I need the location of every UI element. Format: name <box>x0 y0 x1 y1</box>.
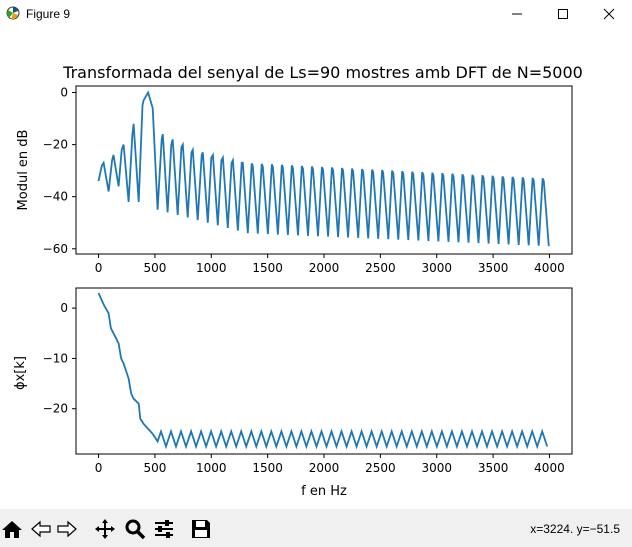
x-tick-label: 3000 <box>421 261 452 275</box>
pan-button[interactable] <box>93 518 117 540</box>
x-tick-label: 3000 <box>421 461 452 475</box>
close-icon <box>603 8 615 20</box>
y-tick-label: 0 <box>60 86 68 100</box>
x-tick-label: 500 <box>143 261 166 275</box>
bottom-x-axis-label: f en Hz <box>301 484 347 499</box>
cursor-coordinates: x=3224. y=−51.5 <box>530 522 620 536</box>
forward-button[interactable] <box>55 518 79 540</box>
bottom-plot-frame <box>75 287 573 455</box>
x-tick-label: 0 <box>95 461 103 475</box>
x-tick-label: 2500 <box>365 461 396 475</box>
save-floppy-icon <box>192 520 210 538</box>
configure-subplots-button[interactable] <box>152 518 176 540</box>
window-title: Figure 9 <box>26 7 71 21</box>
magnitude-series-line <box>97 90 550 247</box>
minimize-button[interactable] <box>494 0 540 28</box>
matplotlib-icon <box>6 6 20 20</box>
y-tick-label: −10 <box>43 351 68 365</box>
home-icon <box>2 521 22 538</box>
back-button[interactable] <box>29 518 53 540</box>
y-tick-label: −20 <box>43 402 68 416</box>
x-tick-label: 500 <box>143 461 166 475</box>
x-tick-label: 1000 <box>196 461 227 475</box>
figure-svg: Transformada del senyal de Ls=90 mostres… <box>13 63 583 499</box>
x-tick-label: 1500 <box>252 461 283 475</box>
x-tick-label: 3500 <box>478 261 509 275</box>
x-tick-label: 4000 <box>534 261 565 275</box>
bottom-y-axis-label: ϕx[k] <box>13 356 28 390</box>
minimize-icon <box>512 13 522 15</box>
back-arrow-icon <box>31 520 51 538</box>
configure-subplots-icon <box>155 520 173 538</box>
zoom-button[interactable] <box>123 518 147 540</box>
x-tick-label: 1500 <box>252 261 283 275</box>
close-button[interactable] <box>586 0 632 28</box>
phase-series-line <box>97 292 549 450</box>
x-tick-label: 2000 <box>309 261 340 275</box>
window-titlebar: Figure 9 <box>0 0 632 28</box>
x-tick-label: 2000 <box>309 461 340 475</box>
pan-move-icon <box>95 519 115 539</box>
maximize-icon <box>558 9 568 19</box>
y-tick-label: −40 <box>43 190 68 204</box>
navigation-toolbar: x=3224. y=−51.5 <box>0 509 632 547</box>
y-tick-label: −20 <box>43 138 68 152</box>
bottom-axes: 0 500 1000 1500 2000 2500 3000 3500 40000−10−20 … <box>13 287 573 499</box>
x-tick-label: 3500 <box>478 461 509 475</box>
x-tick-label: 4000 <box>534 461 565 475</box>
top-y-axis-label: Modul en dB <box>16 130 31 211</box>
x-tick-label: 2500 <box>365 261 396 275</box>
x-tick-label: 1000 <box>196 261 227 275</box>
chart-title: Transformada del senyal de Ls=90 mostres… <box>62 63 583 82</box>
save-button[interactable] <box>189 518 213 540</box>
y-tick-label: 0 <box>60 301 68 315</box>
home-button[interactable] <box>0 518 24 540</box>
maximize-button[interactable] <box>540 0 586 28</box>
forward-arrow-icon <box>57 520 77 538</box>
figure-canvas[interactable]: Transformada del senyal de Ls=90 mostres… <box>0 28 632 509</box>
zoom-magnifier-icon <box>125 519 146 540</box>
top-axes: Transformada del senyal de Ls=90 mostres… <box>16 63 583 275</box>
x-tick-label: 0 <box>95 261 103 275</box>
y-tick-label: −60 <box>43 242 68 256</box>
